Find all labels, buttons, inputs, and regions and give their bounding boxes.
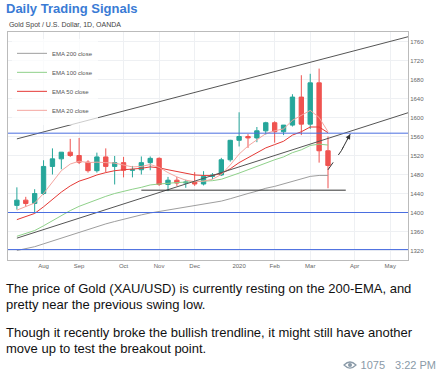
svg-text:EMA 20 close: EMA 20 close <box>52 108 89 114</box>
svg-text:1320: 1320 <box>410 248 424 254</box>
svg-text:Oct: Oct <box>119 263 129 269</box>
svg-text:EMA 100 close: EMA 100 close <box>52 70 93 76</box>
svg-text:1680: 1680 <box>410 77 424 83</box>
html-text:The price of Gold (XAU/USD) is: The price of Gold (XAU/USD) is currently… <box>6 281 412 312</box>
svg-text:1760: 1760 <box>410 39 424 45</box>
html-text:Though it recently broke the b: Though it recently broke the bullish tre… <box>6 325 413 356</box>
svg-text:Apr: Apr <box>350 263 359 269</box>
svg-text:1520: 1520 <box>410 153 424 159</box>
svg-text:1440: 1440 <box>410 191 424 197</box>
svg-text:1560: 1560 <box>410 134 424 140</box>
svg-text:1640: 1640 <box>410 96 424 102</box>
svg-text:Mar: Mar <box>305 263 315 269</box>
svg-text:Aug: Aug <box>38 263 49 269</box>
svg-text:EMA 50 close: EMA 50 close <box>52 89 89 95</box>
svg-text:1400: 1400 <box>410 210 424 216</box>
html-text:Daily Trading Signals: Daily Trading Signals <box>6 1 138 16</box>
svg-text:1600: 1600 <box>410 115 424 121</box>
svg-text:1480: 1480 <box>410 172 424 178</box>
svg-text:Nov: Nov <box>154 263 165 269</box>
svg-text:Feb: Feb <box>269 263 280 269</box>
html-text:3:22 PM: 3:22 PM <box>395 359 436 371</box>
svg-text:1360: 1360 <box>410 229 424 235</box>
svg-text:May: May <box>385 263 396 269</box>
svg-text:Gold Spot / U.S. Dollar, 1D, O: Gold Spot / U.S. Dollar, 1D, OANDA <box>9 21 121 29</box>
svg-text:Sep: Sep <box>74 263 85 269</box>
html-text:1075: 1075 <box>360 359 385 371</box>
svg-text:EMA 200 close: EMA 200 close <box>52 51 93 57</box>
svg-text:2020: 2020 <box>232 263 246 269</box>
svg-text:1720: 1720 <box>410 58 424 64</box>
svg-text:Dec: Dec <box>189 263 200 269</box>
